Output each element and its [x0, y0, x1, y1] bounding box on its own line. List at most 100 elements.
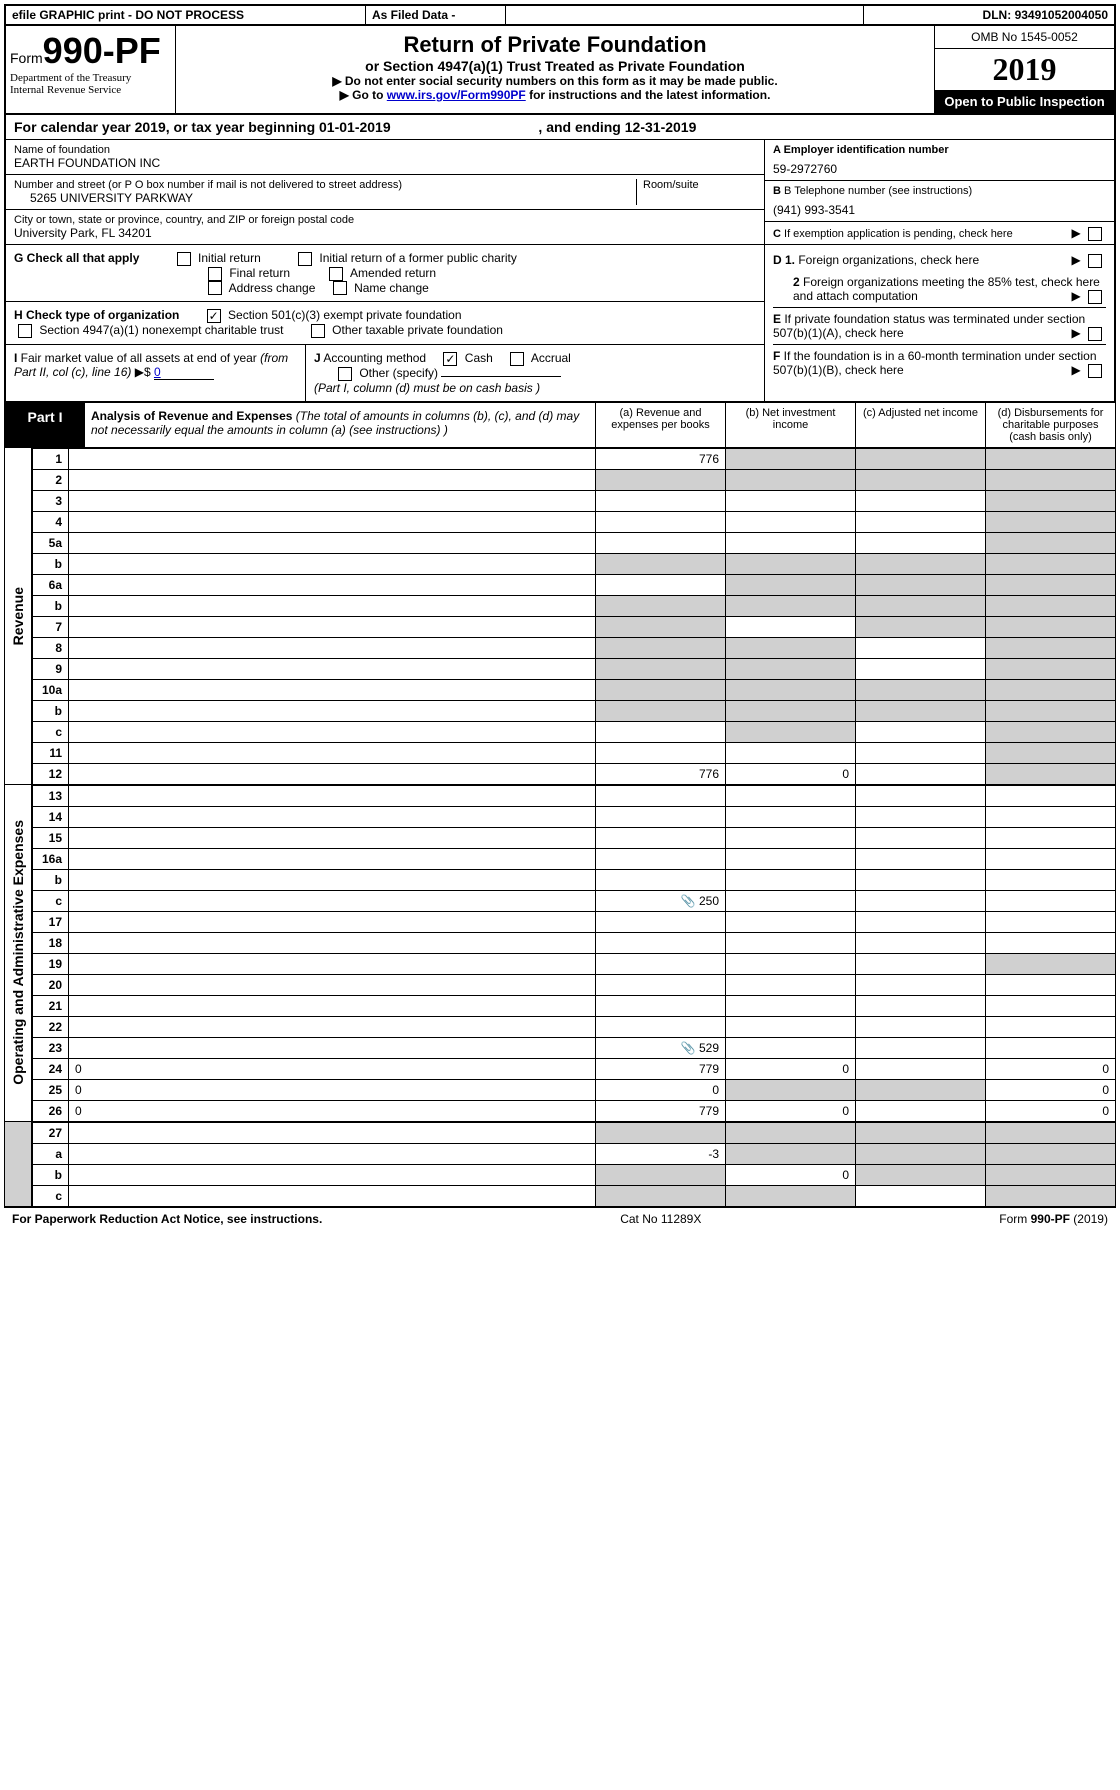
- table-row: a-3: [33, 1143, 1116, 1164]
- col-d: [986, 1122, 1116, 1143]
- table-row: 25000: [33, 1079, 1116, 1100]
- line-desc: [69, 1185, 596, 1206]
- j-check-cash[interactable]: ✓: [443, 352, 457, 366]
- table-row: 19: [33, 953, 1116, 974]
- col-b: [726, 848, 856, 869]
- j-check-other[interactable]: [338, 367, 352, 381]
- col-c: [856, 532, 986, 553]
- attachment-icon[interactable]: 📎: [681, 1041, 696, 1055]
- col-d: [986, 532, 1116, 553]
- col-c: [856, 679, 986, 700]
- col-b: [726, 869, 856, 890]
- col-a: [596, 1164, 726, 1185]
- col-c: [856, 911, 986, 932]
- note2-post: for instructions and the latest informat…: [526, 88, 771, 102]
- revenue-section: Revenue 17762345ab6ab78910abc11127760: [4, 448, 1116, 785]
- col-b: [726, 490, 856, 511]
- j-check-accrual[interactable]: [510, 352, 524, 366]
- h-check-4947[interactable]: [18, 324, 32, 338]
- h-check-501c3[interactable]: ✓: [207, 309, 221, 323]
- line-desc: [69, 848, 596, 869]
- line-number: 8: [33, 637, 69, 658]
- line-desc: [69, 1164, 596, 1185]
- col-d: [986, 827, 1116, 848]
- col-d: [986, 595, 1116, 616]
- line-number: 5a: [33, 532, 69, 553]
- col-b: [726, 1122, 856, 1143]
- col-a: [596, 490, 726, 511]
- col-c: [856, 1016, 986, 1037]
- h-label: H Check type of organization: [14, 308, 179, 322]
- footer-right: Form 990-PF (2019): [999, 1212, 1108, 1226]
- col-d: [986, 742, 1116, 763]
- col-d: [986, 869, 1116, 890]
- g-check-final[interactable]: [208, 267, 222, 281]
- col-b: [726, 827, 856, 848]
- line-desc: [69, 637, 596, 658]
- i-value-link[interactable]: 0: [154, 365, 214, 380]
- col-a: [596, 553, 726, 574]
- tel-cell: B B Telephone number (see instructions) …: [765, 181, 1114, 222]
- col-d-hdr: (d) Disbursements for charitable purpose…: [985, 403, 1115, 447]
- room-label: Room/suite: [643, 179, 756, 191]
- col-a: [596, 911, 726, 932]
- col-b: [726, 742, 856, 763]
- line-number: c: [33, 890, 69, 911]
- col-b: 0: [726, 1058, 856, 1079]
- table-row: 8: [33, 637, 1116, 658]
- col-d: [986, 1016, 1116, 1037]
- line-number: 19: [33, 953, 69, 974]
- g-check-amended[interactable]: [329, 267, 343, 281]
- col-a: [596, 532, 726, 553]
- line-desc: [69, 995, 596, 1016]
- col-c: [856, 469, 986, 490]
- line-desc: [69, 721, 596, 742]
- col-d: [986, 1143, 1116, 1164]
- col-c: [856, 1100, 986, 1121]
- line-desc: [69, 763, 596, 784]
- line-desc: [69, 827, 596, 848]
- line-number: b: [33, 700, 69, 721]
- line-desc: [69, 1143, 596, 1164]
- h-check-other[interactable]: [311, 324, 325, 338]
- col-b: [726, 532, 856, 553]
- table-row: b: [33, 553, 1116, 574]
- f-checkbox[interactable]: [1088, 364, 1102, 378]
- col-d: [986, 763, 1116, 784]
- col-b: [726, 574, 856, 595]
- g-check-former[interactable]: [298, 252, 312, 266]
- col-c: [856, 785, 986, 806]
- col-a: [596, 995, 726, 1016]
- col-b: [726, 448, 856, 469]
- table-row: 23📎 529: [33, 1037, 1116, 1058]
- table-row: 21: [33, 995, 1116, 1016]
- col-b: [726, 700, 856, 721]
- expenses-side-label: Operating and Administrative Expenses: [4, 785, 32, 1122]
- header-spacer: [506, 6, 864, 24]
- line-desc: [69, 532, 596, 553]
- table-row: 14: [33, 806, 1116, 827]
- d2-checkbox[interactable]: [1088, 290, 1102, 304]
- part1-header: Part I Analysis of Revenue and Expenses …: [4, 402, 1116, 448]
- c-checkbox[interactable]: [1088, 227, 1102, 241]
- irs-link[interactable]: www.irs.gov/Form990PF: [387, 88, 526, 102]
- line-number: a: [33, 1143, 69, 1164]
- table-row: 3: [33, 490, 1116, 511]
- form-title: Return of Private Foundation: [182, 32, 928, 58]
- col-c: [856, 1079, 986, 1100]
- d1-checkbox[interactable]: [1088, 254, 1102, 268]
- table-row: 24077900: [33, 1058, 1116, 1079]
- e-checkbox[interactable]: [1088, 327, 1102, 341]
- attachment-icon[interactable]: 📎: [681, 894, 696, 908]
- table-row: 11: [33, 742, 1116, 763]
- revenue-side-label: Revenue: [4, 448, 32, 785]
- g-check-initial[interactable]: [177, 252, 191, 266]
- line-number: b: [33, 595, 69, 616]
- col-a: [596, 785, 726, 806]
- inspection-badge: Open to Public Inspection: [935, 90, 1114, 113]
- col-d: [986, 574, 1116, 595]
- city-label: City or town, state or province, country…: [14, 214, 756, 226]
- g-check-addr[interactable]: [208, 281, 222, 295]
- col-c: [856, 511, 986, 532]
- g-check-name[interactable]: [333, 281, 347, 295]
